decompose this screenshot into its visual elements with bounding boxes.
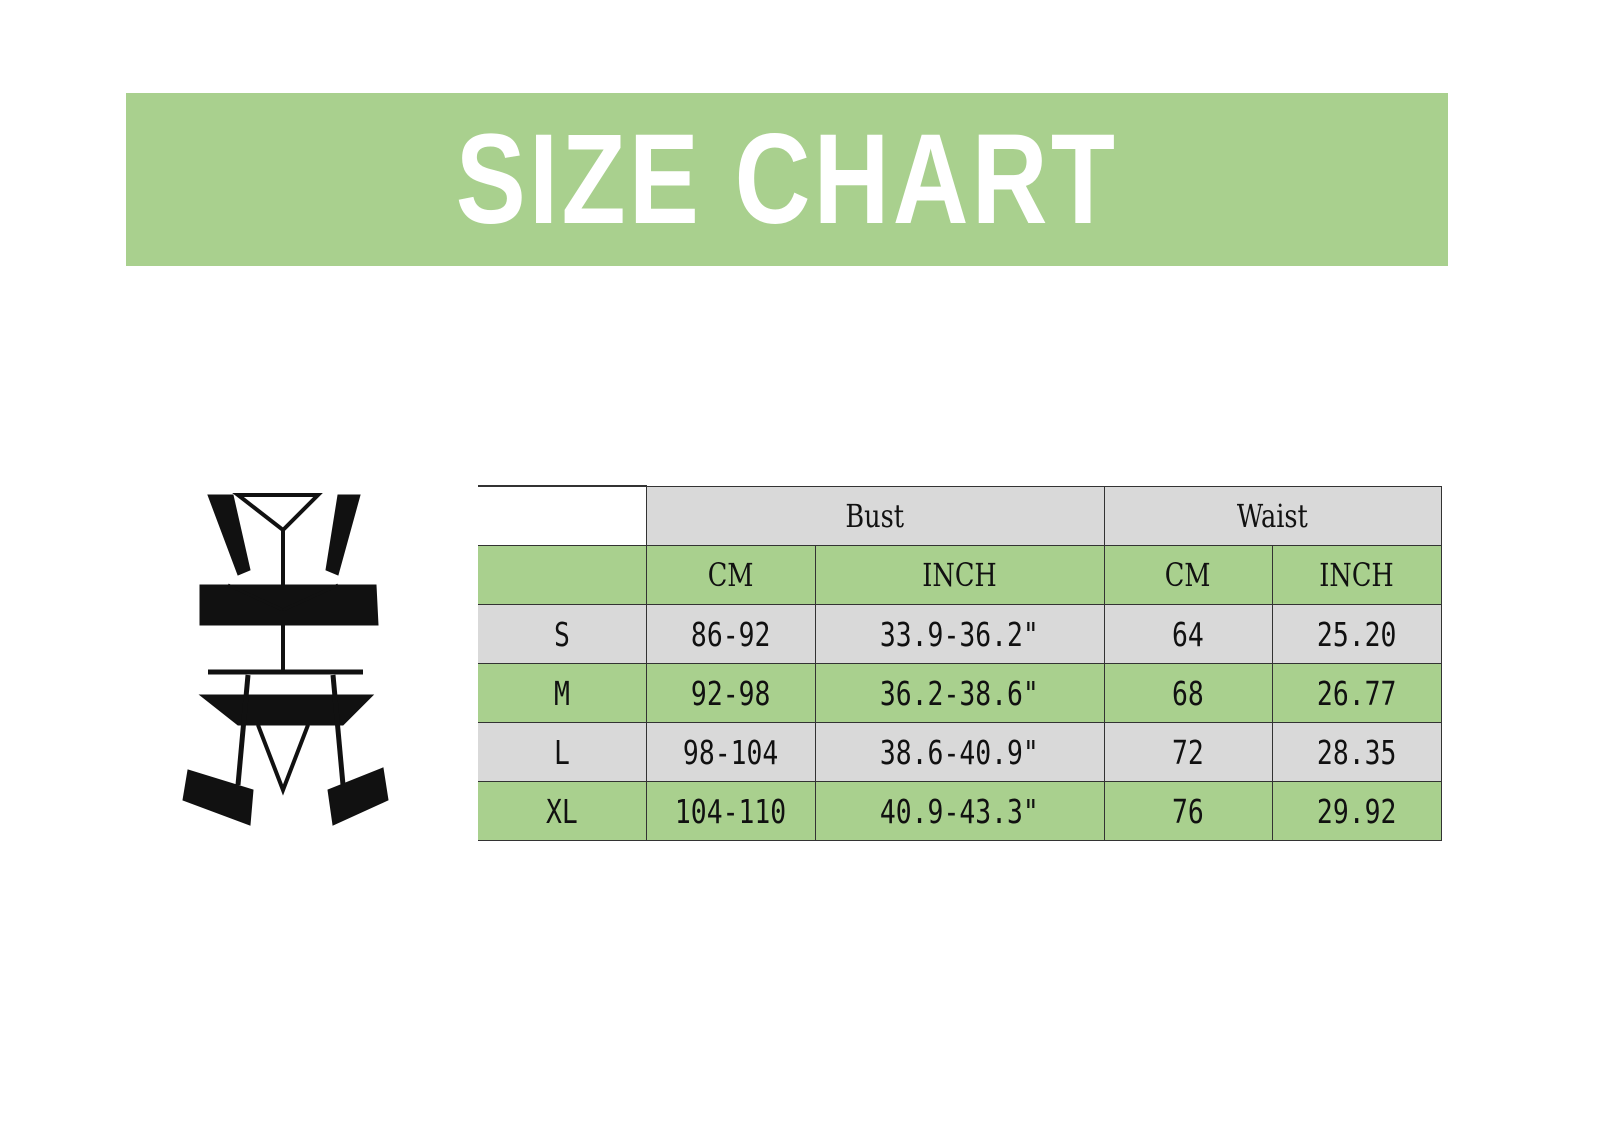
size-table: Bust Waist CM INCH CM INCH S 86-92 33.9-…	[478, 485, 1442, 841]
bust-inch-cell: 38.6-40.9"	[814, 722, 1105, 782]
bust-cm-cell: 92-98	[645, 663, 816, 723]
waist-inch-cell: 26.77	[1271, 663, 1442, 723]
bust-cm-cell: 98-104	[645, 722, 816, 782]
page-title: SIZE CHART	[455, 108, 1119, 251]
group-header-row: Bust Waist	[478, 485, 1442, 546]
waist-inch-cell: 25.20	[1271, 604, 1442, 664]
waist-inch-cell: 29.92	[1271, 781, 1442, 841]
corner-cell	[478, 485, 647, 546]
size-cell: M	[478, 663, 647, 723]
size-cell: XL	[478, 781, 647, 841]
bust-cm-cell: 86-92	[645, 604, 816, 664]
waist-cm-cell: 64	[1103, 604, 1273, 664]
waist-cm-cell: 72	[1103, 722, 1273, 782]
size-cell: S	[478, 604, 647, 664]
table-row: S 86-92 33.9-36.2" 64 25.20	[478, 604, 1442, 664]
bust-inch-cell: 33.9-36.2"	[814, 604, 1105, 664]
size-header-cell	[478, 545, 647, 605]
title-banner: SIZE CHART	[126, 93, 1448, 266]
lingerie-product-image	[182, 493, 389, 826]
bust-header: Bust	[645, 485, 1105, 546]
bust-cm-header: CM	[645, 545, 816, 605]
size-cell: L	[478, 722, 647, 782]
waist-inch-cell: 28.35	[1271, 722, 1442, 782]
waist-cm-cell: 76	[1103, 781, 1273, 841]
table-row: M 92-98 36.2-38.6" 68 26.77	[478, 663, 1442, 723]
unit-header-row: CM INCH CM INCH	[478, 545, 1442, 605]
table-row: XL 104-110 40.9-43.3" 76 29.92	[478, 781, 1442, 841]
waist-inch-header: INCH	[1271, 545, 1442, 605]
waist-header: Waist	[1103, 485, 1442, 546]
bust-inch-cell: 40.9-43.3"	[814, 781, 1105, 841]
waist-cm-cell: 68	[1103, 663, 1273, 723]
table-row: L 98-104 38.6-40.9" 72 28.35	[478, 722, 1442, 782]
bust-inch-cell: 36.2-38.6"	[814, 663, 1105, 723]
bust-inch-header: INCH	[814, 545, 1105, 605]
bust-cm-cell: 104-110	[645, 781, 816, 841]
waist-cm-header: CM	[1103, 545, 1273, 605]
